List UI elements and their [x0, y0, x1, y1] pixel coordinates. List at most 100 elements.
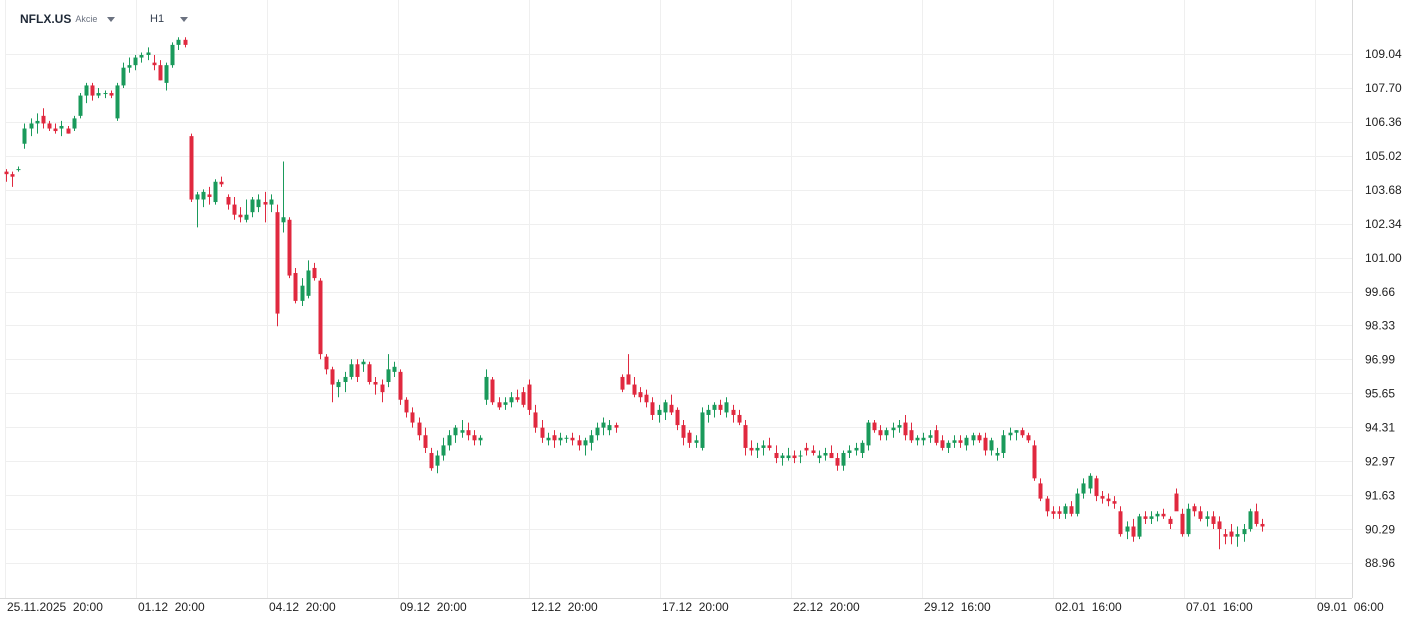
candle[interactable]: [318, 278, 323, 360]
candle[interactable]: [238, 207, 243, 223]
candle[interactable]: [718, 399, 723, 415]
candle[interactable]: [1186, 503, 1191, 537]
candle[interactable]: [1032, 440, 1037, 481]
candle[interactable]: [1038, 478, 1043, 502]
candle[interactable]: [767, 437, 772, 451]
candle[interactable]: [977, 432, 982, 443]
candle[interactable]: [201, 189, 206, 208]
candle[interactable]: [484, 369, 489, 405]
candle[interactable]: [737, 409, 742, 426]
candle[interactable]: [1057, 506, 1062, 519]
candle[interactable]: [1075, 488, 1080, 517]
candle[interactable]: [35, 113, 40, 134]
candle[interactable]: [1063, 503, 1068, 519]
candle[interactable]: [570, 432, 575, 446]
candle[interactable]: [176, 37, 181, 50]
candle[interactable]: [804, 442, 809, 456]
candle[interactable]: [164, 62, 169, 91]
candle[interactable]: [860, 440, 865, 459]
candle[interactable]: [620, 374, 625, 393]
candle[interactable]: [780, 452, 785, 466]
candle[interactable]: [373, 376, 378, 395]
candle[interactable]: [540, 420, 545, 443]
candle[interactable]: [940, 435, 945, 451]
candle[interactable]: [663, 399, 668, 421]
candle[interactable]: [41, 108, 46, 129]
candle[interactable]: [644, 389, 649, 408]
candle[interactable]: [300, 278, 305, 306]
candle[interactable]: [964, 435, 969, 451]
candle[interactable]: [398, 369, 403, 405]
candle[interactable]: [367, 361, 372, 385]
candle[interactable]: [971, 432, 976, 446]
candle[interactable]: [1069, 501, 1074, 517]
candle[interactable]: [380, 379, 385, 403]
candle[interactable]: [59, 120, 64, 137]
candle[interactable]: [601, 417, 606, 436]
candle[interactable]: [897, 420, 902, 433]
candle[interactable]: [453, 425, 458, 443]
candle[interactable]: [417, 417, 422, 441]
candle[interactable]: [281, 161, 286, 233]
symbol-label[interactable]: NFLX.US: [20, 12, 72, 26]
candle[interactable]: [724, 397, 729, 418]
candle[interactable]: [269, 194, 274, 213]
candle[interactable]: [546, 432, 551, 446]
candle[interactable]: [934, 425, 939, 446]
candle[interactable]: [872, 420, 877, 433]
symbol-selector[interactable]: NFLX.US Akcie: [20, 10, 116, 28]
candle[interactable]: [386, 354, 391, 388]
candle[interactable]: [675, 407, 680, 431]
candle[interactable]: [189, 133, 194, 203]
candle[interactable]: [866, 420, 871, 451]
candle[interactable]: [503, 397, 508, 410]
candle[interactable]: [1205, 511, 1210, 527]
candle[interactable]: [921, 432, 926, 446]
candle[interactable]: [96, 87, 101, 99]
candle[interactable]: [158, 60, 163, 81]
candle[interactable]: [306, 260, 311, 299]
candle[interactable]: [1112, 496, 1117, 509]
candle[interactable]: [324, 354, 329, 375]
candle[interactable]: [946, 440, 951, 453]
candle[interactable]: [219, 176, 224, 187]
candle[interactable]: [694, 435, 699, 448]
candle[interactable]: [1106, 493, 1111, 507]
candle[interactable]: [928, 430, 933, 443]
candle[interactable]: [1008, 427, 1013, 441]
candle[interactable]: [1248, 508, 1253, 532]
candle[interactable]: [355, 359, 360, 383]
candle[interactable]: [835, 452, 840, 471]
candle[interactable]: [293, 267, 298, 304]
candle[interactable]: [472, 430, 477, 446]
candle[interactable]: [1223, 529, 1228, 545]
candle[interactable]: [995, 447, 1000, 461]
candle[interactable]: [1131, 518, 1136, 542]
candle[interactable]: [170, 42, 175, 68]
candle[interactable]: [909, 422, 914, 443]
candle[interactable]: [423, 427, 428, 453]
chevron-down-icon[interactable]: [107, 16, 116, 22]
candle[interactable]: [263, 191, 268, 223]
candle[interactable]: [1229, 523, 1234, 545]
candle[interactable]: [669, 394, 674, 415]
candle[interactable]: [638, 387, 643, 403]
candle[interactable]: [706, 404, 711, 423]
candle[interactable]: [183, 37, 188, 48]
candle[interactable]: [854, 442, 859, 456]
candle[interactable]: [1026, 432, 1031, 443]
candle[interactable]: [478, 435, 483, 446]
candle[interactable]: [146, 47, 151, 61]
candle[interactable]: [29, 118, 34, 137]
candle[interactable]: [250, 196, 255, 218]
candle[interactable]: [139, 52, 144, 63]
candle[interactable]: [84, 82, 89, 104]
candle[interactable]: [429, 447, 434, 471]
candle[interactable]: [878, 425, 883, 441]
candle[interactable]: [78, 93, 83, 119]
candle[interactable]: [435, 450, 440, 474]
candle[interactable]: [1020, 427, 1025, 438]
candle[interactable]: [115, 82, 120, 121]
candle[interactable]: [700, 407, 705, 451]
